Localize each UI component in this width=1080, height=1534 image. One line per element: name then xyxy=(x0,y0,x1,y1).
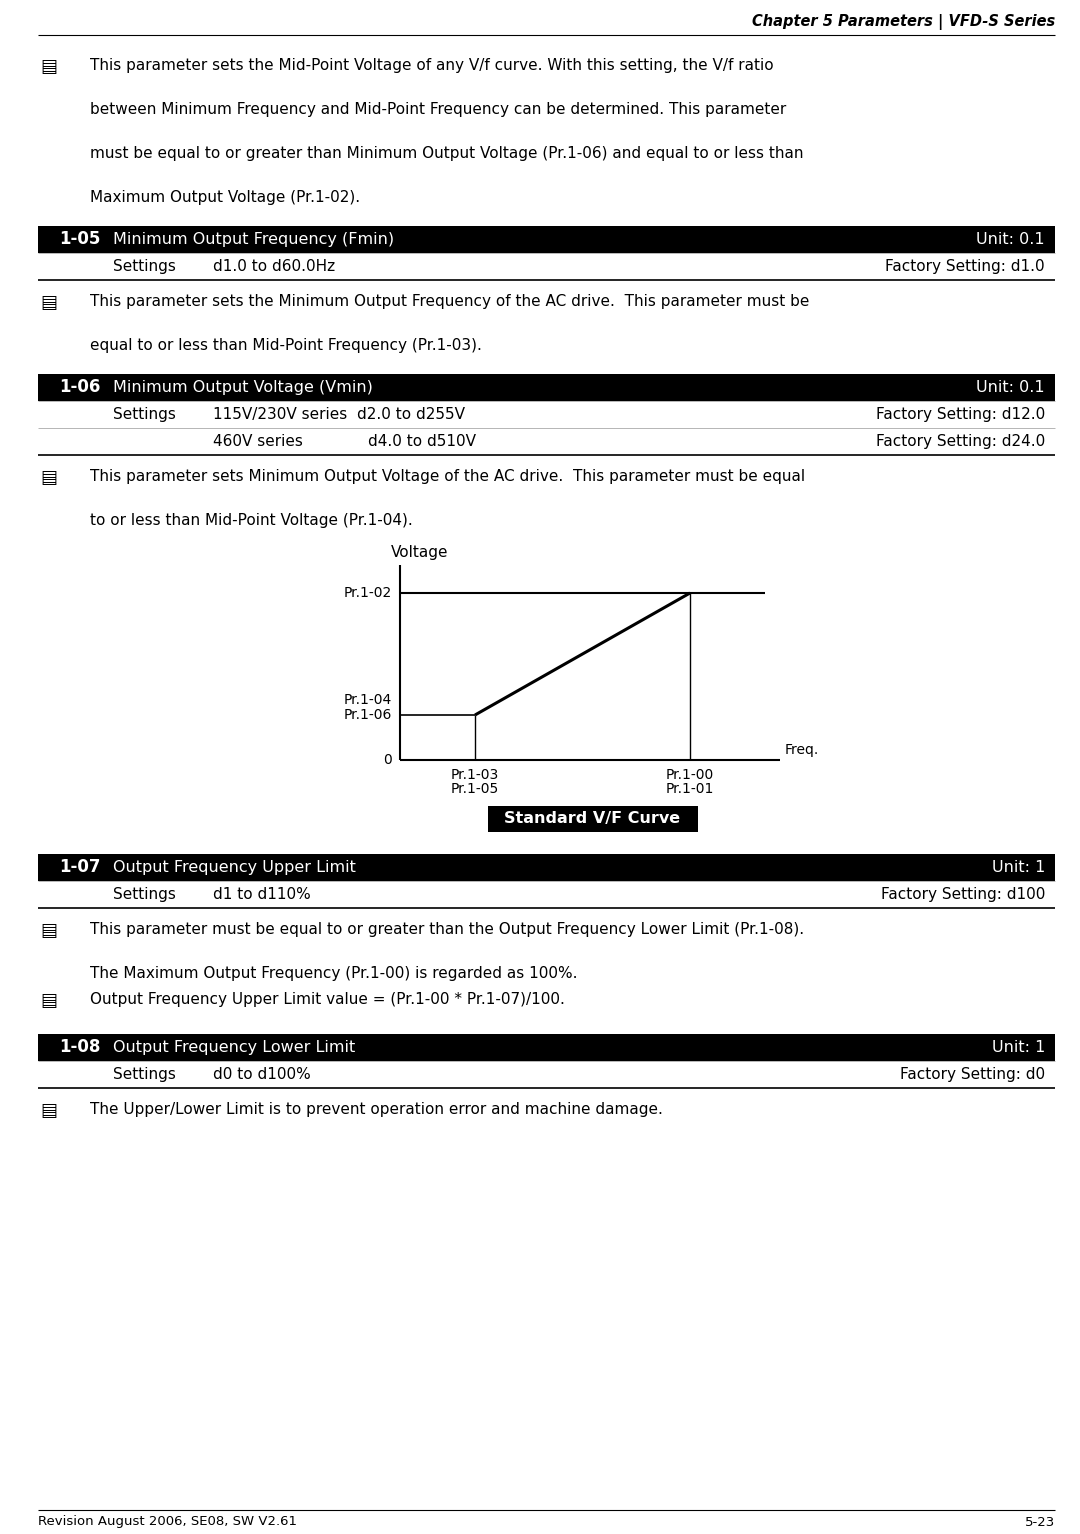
Text: This parameter sets the Mid-Point Voltage of any V/f curve. With this setting, t: This parameter sets the Mid-Point Voltag… xyxy=(90,58,773,74)
Text: to or less than Mid-Point Voltage (Pr.1-04).: to or less than Mid-Point Voltage (Pr.1-… xyxy=(90,512,413,528)
Text: 1-05: 1-05 xyxy=(59,230,100,249)
Text: Pr.1-01: Pr.1-01 xyxy=(665,782,714,796)
Text: ▤: ▤ xyxy=(40,992,57,1009)
Text: 460V series: 460V series xyxy=(213,434,302,449)
Text: Output Frequency Lower Limit: Output Frequency Lower Limit xyxy=(113,1040,355,1055)
Bar xyxy=(38,854,1055,881)
Text: Standard V/F Curve: Standard V/F Curve xyxy=(504,811,680,827)
Text: Pr.1-04: Pr.1-04 xyxy=(343,693,392,707)
Text: 1-07: 1-07 xyxy=(59,859,100,876)
Text: between Minimum Frequency and Mid-Point Frequency can be determined. This parame: between Minimum Frequency and Mid-Point … xyxy=(90,101,786,117)
Text: Factory Setting: d1.0: Factory Setting: d1.0 xyxy=(886,259,1045,275)
Text: Pr.1-06: Pr.1-06 xyxy=(343,709,392,723)
Text: 1-08: 1-08 xyxy=(59,1039,100,1057)
Text: Unit: 0.1: Unit: 0.1 xyxy=(976,380,1045,394)
Text: d0 to d100%: d0 to d100% xyxy=(213,1068,311,1081)
Text: 1-06: 1-06 xyxy=(59,379,100,396)
Text: ▤: ▤ xyxy=(40,922,57,940)
Text: Settings: Settings xyxy=(113,407,176,422)
Text: This parameter sets the Minimum Output Frequency of the AC drive.  This paramete: This parameter sets the Minimum Output F… xyxy=(90,295,809,308)
Text: Output Frequency Upper Limit value = (Pr.1-00 * Pr.1-07)/100.: Output Frequency Upper Limit value = (Pr… xyxy=(90,992,565,1006)
Text: Pr.1-02: Pr.1-02 xyxy=(343,586,392,600)
Text: Chapter 5 Parameters | VFD-S Series: Chapter 5 Parameters | VFD-S Series xyxy=(752,14,1055,31)
Text: Settings: Settings xyxy=(113,1068,176,1081)
Text: Output Frequency Upper Limit: Output Frequency Upper Limit xyxy=(113,861,356,874)
Text: Factory Setting: d0: Factory Setting: d0 xyxy=(900,1068,1045,1081)
Text: Voltage: Voltage xyxy=(391,545,449,560)
Text: Pr.1-00: Pr.1-00 xyxy=(666,769,714,782)
Text: Pr.1-05: Pr.1-05 xyxy=(450,782,499,796)
Text: ▤: ▤ xyxy=(40,295,57,311)
Text: The Upper/Lower Limit is to prevent operation error and machine damage.: The Upper/Lower Limit is to prevent oper… xyxy=(90,1101,663,1117)
Text: Minimum Output Voltage (Vmin): Minimum Output Voltage (Vmin) xyxy=(113,380,373,394)
Text: equal to or less than Mid-Point Frequency (Pr.1-03).: equal to or less than Mid-Point Frequenc… xyxy=(90,337,482,353)
Text: ▤: ▤ xyxy=(40,58,57,77)
Text: Unit: 1: Unit: 1 xyxy=(991,861,1045,874)
Text: Factory Setting: d24.0: Factory Setting: d24.0 xyxy=(876,434,1045,449)
Text: d4.0 to d510V: d4.0 to d510V xyxy=(368,434,476,449)
Bar xyxy=(38,225,1055,253)
Text: must be equal to or greater than Minimum Output Voltage (Pr.1-06) and equal to o: must be equal to or greater than Minimum… xyxy=(90,146,804,161)
Text: Settings: Settings xyxy=(113,887,176,902)
Bar xyxy=(487,805,698,831)
Text: Unit: 1: Unit: 1 xyxy=(991,1040,1045,1055)
Text: This parameter sets Minimum Output Voltage of the AC drive.  This parameter must: This parameter sets Minimum Output Volta… xyxy=(90,469,805,485)
Text: d1 to d110%: d1 to d110% xyxy=(213,887,311,902)
Text: Freq.: Freq. xyxy=(785,742,820,756)
Text: Factory Setting: d12.0: Factory Setting: d12.0 xyxy=(876,407,1045,422)
Bar xyxy=(38,1034,1055,1062)
Text: This parameter must be equal to or greater than the Output Frequency Lower Limit: This parameter must be equal to or great… xyxy=(90,922,805,937)
Text: Unit: 0.1: Unit: 0.1 xyxy=(976,232,1045,247)
Text: Minimum Output Frequency (Fmin): Minimum Output Frequency (Fmin) xyxy=(113,232,394,247)
Text: ▤: ▤ xyxy=(40,1101,57,1120)
Text: Factory Setting: d100: Factory Setting: d100 xyxy=(880,887,1045,902)
Text: The Maximum Output Frequency (Pr.1-00) is regarded as 100%.: The Maximum Output Frequency (Pr.1-00) i… xyxy=(90,966,578,982)
Bar xyxy=(38,374,1055,400)
Text: 115V/230V series  d2.0 to d255V: 115V/230V series d2.0 to d255V xyxy=(213,407,465,422)
Text: Revision August 2006, SE08, SW V2.61: Revision August 2006, SE08, SW V2.61 xyxy=(38,1516,297,1528)
Text: ▤: ▤ xyxy=(40,469,57,486)
Text: Maximum Output Voltage (Pr.1-02).: Maximum Output Voltage (Pr.1-02). xyxy=(90,190,360,206)
Text: Settings: Settings xyxy=(113,259,176,275)
Text: 5-23: 5-23 xyxy=(1025,1516,1055,1528)
Text: 0: 0 xyxy=(383,753,392,767)
Text: Pr.1-03: Pr.1-03 xyxy=(450,769,499,782)
Text: d1.0 to d60.0Hz: d1.0 to d60.0Hz xyxy=(213,259,335,275)
